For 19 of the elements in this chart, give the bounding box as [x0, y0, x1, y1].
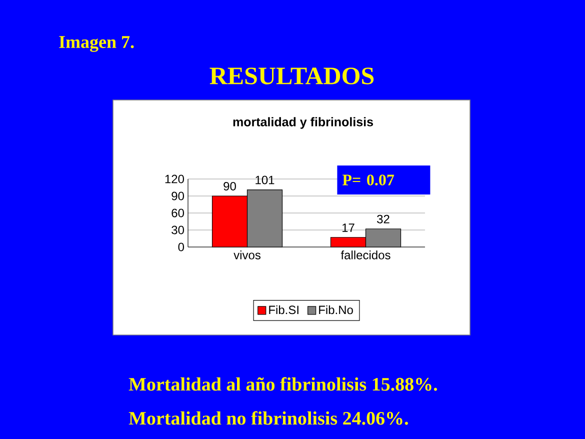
x-tick-label: fallecidos [340, 250, 390, 260]
chart-title: RESULTADOS [210, 68, 374, 84]
data-label: 90 [224, 182, 236, 190]
legend-label: Fib.No [319, 305, 353, 314]
text: Imagen 7. [59, 36, 134, 52]
y-tick-label: 0 [178, 242, 184, 252]
y-tick-label: 120 [165, 174, 184, 184]
x-tick-label: vivos [234, 250, 260, 260]
text: Mortalidad no fibrinolisis 24.06%. [128, 411, 408, 425]
legend-label: Fib.SI [269, 305, 298, 314]
y-tick-label: 90 [172, 192, 184, 200]
text: Mortalidad al año fibrinolisis 15.88%. [128, 377, 438, 391]
chart-subtitle: mortalidad y fibrinolisis [233, 117, 374, 129]
data-label: 32 [377, 214, 390, 224]
y-tick-label: 30 [172, 226, 184, 234]
data-label: 17 [342, 224, 354, 232]
data-label: 101 [256, 176, 274, 184]
annotation: P= 0.07 [342, 174, 394, 186]
y-tick-label: 60 [172, 208, 184, 218]
